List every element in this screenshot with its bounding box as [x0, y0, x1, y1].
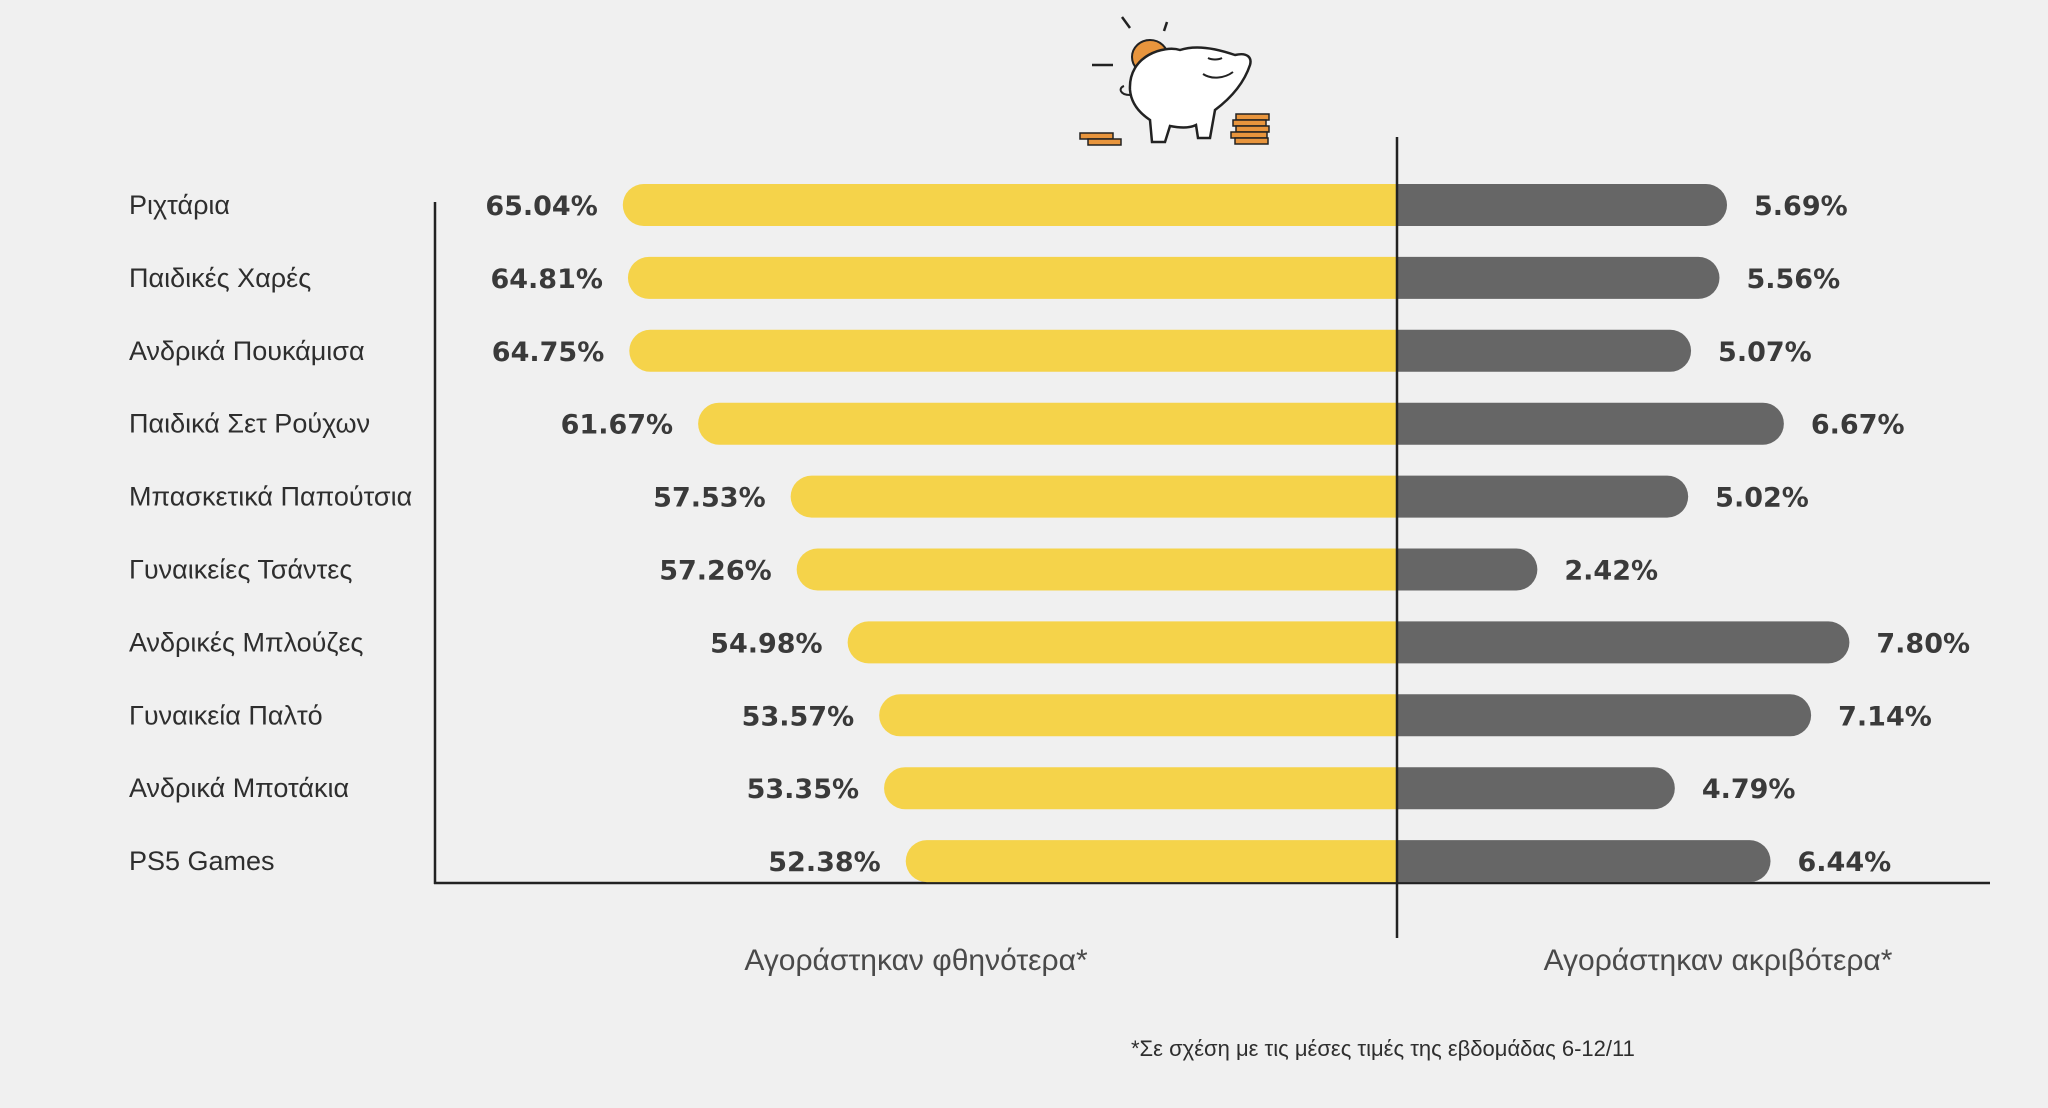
bar-pricier — [1397, 840, 1771, 883]
bar-pricier — [1397, 184, 1728, 226]
category-label: Ανδρικές Μπλούζες — [129, 627, 363, 657]
category-label: Ανδρικά Πουκάμισα — [129, 336, 365, 366]
value-label-pricier: 4.79% — [1702, 774, 1796, 805]
value-label-pricier: 5.56% — [1746, 264, 1840, 295]
value-label-cheaper: 53.35% — [747, 774, 859, 805]
bar-cheaper — [790, 475, 1397, 518]
bar-cheaper — [796, 548, 1397, 591]
bar-cheaper — [627, 256, 1397, 299]
bar-pricier — [1397, 475, 1689, 518]
bar-cheaper — [629, 329, 1397, 372]
footnote: *Σε σχέση με τις μέσες τιμές της εβδομάδ… — [1131, 1036, 1635, 1061]
value-label-cheaper: 57.26% — [659, 556, 771, 587]
value-label-cheaper: 64.81% — [490, 264, 602, 295]
value-label-pricier: 5.02% — [1715, 483, 1809, 514]
category-label: Παιδικά Σετ Ρούχων — [129, 409, 370, 439]
value-label-pricier: 7.14% — [1838, 701, 1932, 732]
value-label-pricier: 6.44% — [1798, 847, 1892, 878]
value-label-cheaper: 52.38% — [768, 847, 880, 878]
bar-pricier — [1397, 548, 1538, 591]
category-label: Μπασκετικά Παπούτσια — [129, 482, 412, 512]
bar-pricier — [1397, 694, 1812, 737]
bar-cheaper — [905, 840, 1397, 883]
category-label: PS5 Games — [129, 846, 275, 876]
bar-pricier — [1397, 402, 1784, 445]
value-label-pricier: 7.80% — [1876, 628, 1970, 659]
category-label: Ανδρικά Μποτάκια — [129, 773, 349, 803]
left-axis-label: Αγοράστηκαν φθηνότερα* — [744, 944, 1088, 977]
value-label-pricier: 5.69% — [1754, 191, 1848, 222]
bar-cheaper — [879, 694, 1397, 737]
value-label-cheaper: 64.75% — [492, 337, 604, 368]
category-label: Παιδικές Χαρές — [129, 263, 311, 293]
bar-pricier — [1397, 767, 1675, 810]
value-label-cheaper: 65.04% — [485, 191, 597, 222]
bar-cheaper — [884, 767, 1397, 810]
category-label: Ριχτάρια — [129, 190, 230, 220]
value-label-cheaper: 53.57% — [742, 701, 854, 732]
value-label-cheaper: 54.98% — [710, 628, 822, 659]
right-axis-label: Αγοράστηκαν ακριβότερα* — [1544, 944, 1893, 977]
piggy-bank-icon — [1079, 16, 1270, 146]
category-label: Γυναικεία Παλτό — [129, 700, 323, 730]
bar-cheaper — [622, 184, 1397, 226]
bar-pricier — [1397, 621, 1850, 664]
value-label-cheaper: 57.53% — [653, 483, 765, 514]
bar-pricier — [1397, 329, 1692, 372]
value-label-cheaper: 61.67% — [561, 410, 673, 441]
bar-cheaper — [698, 402, 1397, 445]
category-label: Γυναικείες Τσάντες — [129, 555, 352, 585]
value-label-pricier: 5.07% — [1718, 337, 1812, 368]
value-label-pricier: 6.67% — [1811, 410, 1905, 441]
bar-cheaper — [847, 621, 1397, 664]
bar-pricier — [1397, 256, 1720, 299]
value-label-pricier: 2.42% — [1564, 556, 1658, 587]
